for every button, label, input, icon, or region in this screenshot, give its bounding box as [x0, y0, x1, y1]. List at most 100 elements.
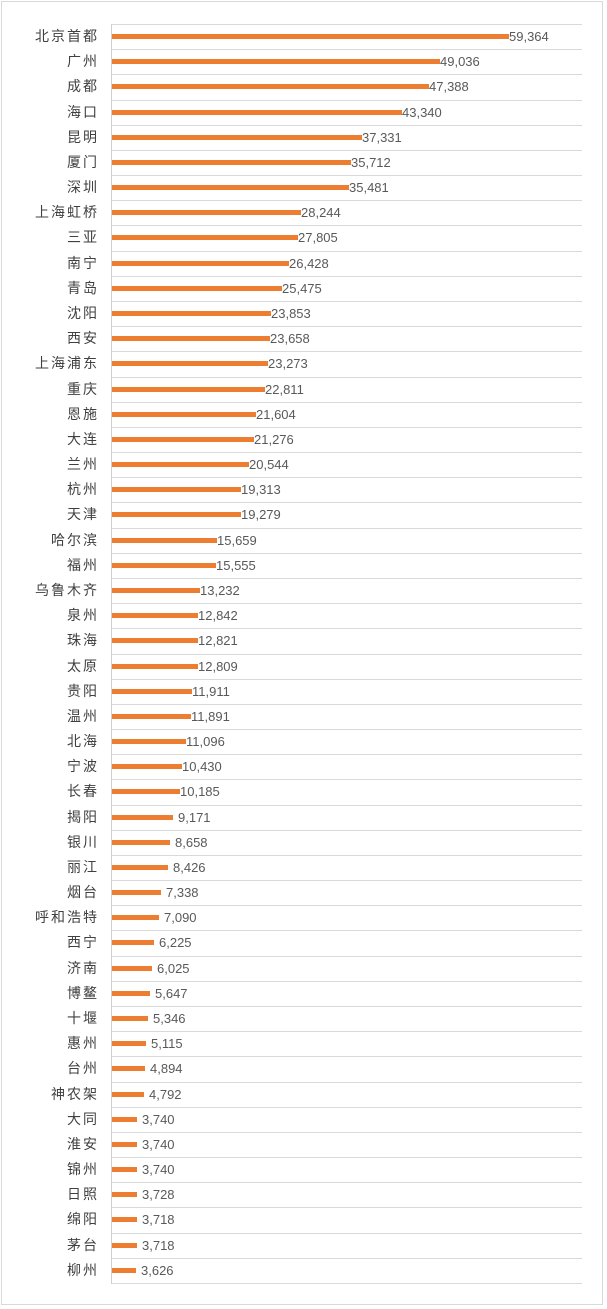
category-label: 广州 — [67, 54, 99, 71]
value-label: 10,430 — [182, 759, 222, 775]
bar-row: 锦州 3,740 — [0, 1157, 607, 1182]
bar — [112, 915, 159, 921]
bar — [112, 890, 161, 896]
bar-row: 茅台 3,718 — [0, 1232, 607, 1258]
gridline — [111, 124, 582, 126]
bar-row: 揭阳 9,171 — [0, 804, 607, 830]
value-label: 12,821 — [198, 633, 238, 649]
value-label: 15,659 — [217, 532, 257, 548]
bar — [112, 1116, 137, 1122]
value-label: 8,426 — [173, 859, 206, 875]
category-label: 呼和浩特 — [35, 910, 99, 927]
gridline — [111, 376, 582, 378]
bar — [112, 361, 268, 367]
category-label: 温州 — [67, 708, 99, 725]
gridline — [111, 1081, 582, 1083]
bar-row: 北海 11,096 — [0, 729, 607, 754]
gridline — [111, 603, 582, 605]
bar — [112, 411, 256, 417]
bar-row: 重庆 22,811 — [0, 376, 607, 402]
value-label: 3,740 — [142, 1111, 175, 1127]
gridline — [111, 1031, 582, 1033]
gridline — [111, 250, 582, 252]
bar — [112, 1242, 137, 1248]
category-label: 南宁 — [67, 255, 99, 272]
bar — [112, 613, 198, 619]
bar — [112, 34, 509, 39]
gridline-bottom — [111, 1283, 582, 1284]
bar — [112, 336, 270, 342]
bar-row: 天津 19,279 — [0, 502, 607, 527]
bar — [112, 1167, 137, 1173]
category-label: 恩施 — [67, 406, 99, 423]
bar — [112, 537, 217, 543]
gridline — [111, 779, 582, 781]
value-label: 19,313 — [241, 482, 281, 498]
value-label: 3,718 — [142, 1237, 175, 1253]
value-label: 7,090 — [164, 910, 197, 926]
bar — [112, 1192, 137, 1198]
bar — [112, 285, 282, 291]
gridline — [111, 477, 582, 479]
category-label: 烟台 — [67, 885, 99, 902]
bar — [112, 965, 152, 971]
category-label: 太原 — [67, 658, 99, 675]
gridline — [111, 804, 582, 806]
category-label: 杭州 — [67, 482, 99, 499]
bar — [112, 864, 168, 870]
bar-row: 银川 8,658 — [0, 829, 607, 855]
value-label: 11,911 — [192, 683, 230, 699]
value-label: 5,115 — [151, 1036, 183, 1052]
bar-row: 恩施 21,604 — [0, 401, 607, 427]
gridline — [111, 426, 582, 428]
category-label: 神农架 — [51, 1086, 99, 1103]
bar-row: 福州 15,555 — [0, 552, 607, 578]
category-label: 长春 — [67, 784, 99, 801]
category-label: 绵阳 — [67, 1212, 99, 1229]
value-label: 7,338 — [166, 885, 199, 901]
bar — [112, 59, 440, 65]
gridline — [111, 729, 582, 731]
category-label: 沈阳 — [67, 305, 99, 322]
gridline — [111, 653, 582, 655]
gridline — [111, 149, 582, 151]
gridline — [111, 980, 582, 982]
bar — [112, 1141, 137, 1147]
bar-row: 烟台 7,338 — [0, 880, 607, 905]
category-label: 日照 — [67, 1187, 99, 1204]
gridline — [111, 905, 582, 907]
gridline — [111, 300, 582, 302]
value-label: 3,740 — [142, 1162, 175, 1178]
bar-row: 沈阳 23,853 — [0, 300, 607, 326]
category-label: 丽江 — [67, 859, 99, 876]
category-label: 柳州 — [67, 1262, 99, 1279]
bar-row: 青岛 25,475 — [0, 275, 607, 301]
category-label: 三亚 — [67, 230, 99, 247]
gridline — [111, 1257, 582, 1259]
bar-row: 大同 3,740 — [0, 1106, 607, 1132]
value-label: 9,171 — [178, 809, 211, 825]
bar-row: 哈尔滨 15,659 — [0, 527, 607, 553]
bar — [112, 839, 170, 845]
bar — [112, 739, 186, 745]
gridline — [111, 1131, 582, 1133]
bar-row: 日照 3,728 — [0, 1182, 607, 1207]
gridline — [111, 1106, 582, 1108]
value-label: 11,096 — [186, 734, 225, 750]
bar-row: 西安 23,658 — [0, 326, 607, 351]
bar-row: 长春 10,185 — [0, 779, 607, 804]
bar-row: 三亚 27,805 — [0, 225, 607, 250]
gridline — [111, 577, 582, 579]
bar-row: 昆明 37,331 — [0, 124, 607, 150]
bar-row: 深圳 35,481 — [0, 175, 607, 200]
gridline — [111, 1182, 582, 1184]
bar-row: 柳州 3,626 — [0, 1257, 607, 1283]
gridline — [111, 955, 582, 957]
gridline — [111, 74, 582, 76]
gridline — [111, 326, 582, 328]
value-label: 43,340 — [402, 104, 442, 120]
bar-row: 十堰 5,346 — [0, 1006, 607, 1031]
category-axis-line — [111, 24, 112, 1284]
category-label: 锦州 — [67, 1162, 99, 1179]
